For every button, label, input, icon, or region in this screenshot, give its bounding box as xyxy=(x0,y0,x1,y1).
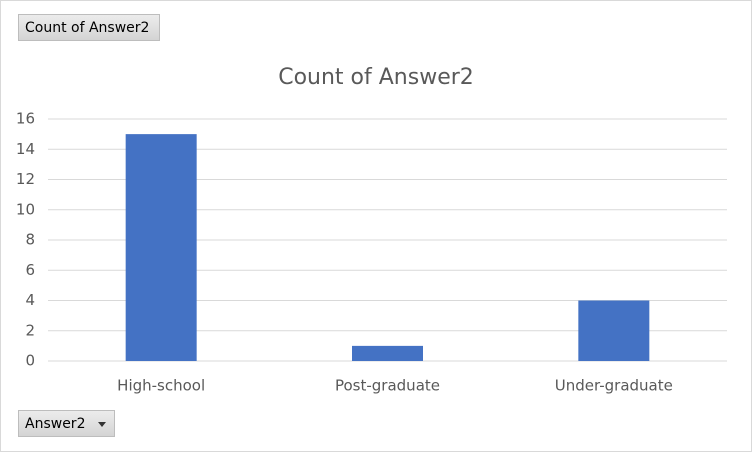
axis-field-label[interactable]: Answer2 xyxy=(25,416,86,432)
x-tick-label: Post-graduate xyxy=(335,377,440,395)
y-tick-label: 12 xyxy=(16,170,35,188)
dropdown-arrow[interactable] xyxy=(98,422,106,427)
y-tick-label: 4 xyxy=(25,291,35,309)
value-field-button[interactable]: Count of Answer2 xyxy=(18,14,160,41)
y-tick-label: 2 xyxy=(25,321,35,339)
x-tick-label: Under-graduate xyxy=(555,377,673,395)
y-tick-label: 14 xyxy=(16,140,35,158)
y-tick-label: 6 xyxy=(25,261,35,279)
chart-title: Count of Answer2 xyxy=(278,65,474,90)
y-tick-label: 8 xyxy=(25,231,35,249)
bar xyxy=(125,134,197,361)
y-tick-label: 0 xyxy=(25,352,35,370)
y-tick-label: 16 xyxy=(16,110,35,128)
bar xyxy=(352,345,423,361)
y-tick-label: 10 xyxy=(16,200,35,218)
axis-field-button[interactable]: Answer2 xyxy=(18,410,115,437)
bar xyxy=(578,300,650,361)
x-tick-label: High-school xyxy=(117,377,205,395)
